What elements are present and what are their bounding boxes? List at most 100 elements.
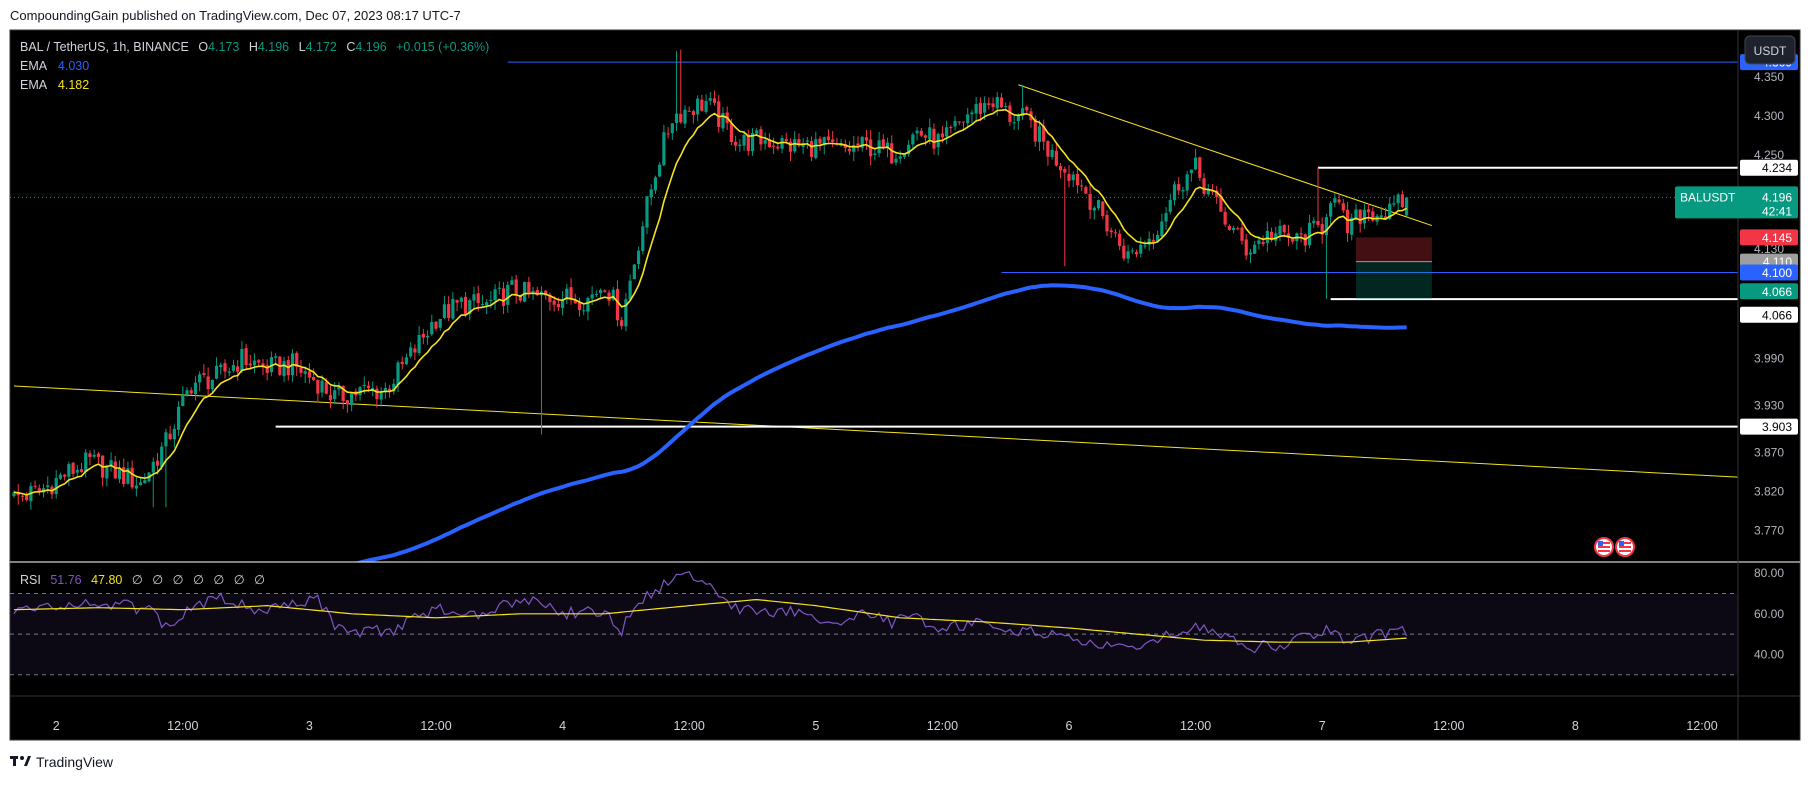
candle-body	[214, 365, 219, 379]
candle-body	[881, 139, 885, 148]
time-axis[interactable]: 2 12:00 3 12:00 4 12:00 5 12:00 6 12:00 7 12:00 8 12:…	[53, 719, 1718, 733]
rsi-legend-na: ∅	[213, 573, 224, 587]
candle-body	[202, 373, 206, 375]
candle-body	[1329, 203, 1333, 217]
candle-body	[1388, 203, 1392, 219]
candle-body	[451, 298, 455, 319]
ema-fast-layer	[13, 108, 1407, 496]
time-axis-label: 4	[559, 719, 566, 733]
candle-body	[620, 320, 624, 327]
rsi-layer	[10, 570, 1738, 676]
candle-body	[25, 495, 29, 501]
candle-body	[143, 480, 147, 484]
candle-body	[328, 395, 333, 400]
candle-body	[463, 296, 468, 315]
price-scale-label: 3.990	[1754, 352, 1784, 366]
time-axis-label: 12:00	[420, 719, 451, 733]
candle-body	[1282, 225, 1286, 233]
rsi-axis[interactable]: 80.00 60.00 40.00	[1754, 566, 1784, 661]
economic-events[interactable]	[1594, 537, 1635, 557]
candle-body	[780, 138, 784, 149]
currency-button[interactable]: USDT	[1744, 35, 1796, 65]
candle-body	[1113, 232, 1118, 234]
candle-body	[160, 446, 164, 467]
candle-body	[476, 293, 480, 304]
candle-body	[1371, 211, 1375, 221]
candle-body	[1337, 199, 1341, 203]
candle-body	[1088, 194, 1092, 210]
candle-body	[139, 482, 143, 486]
candle-body	[337, 385, 341, 390]
rsi-scale-label: 60.00	[1754, 607, 1784, 621]
footer-brand[interactable]: TradingView	[10, 754, 114, 770]
position-stop-zone	[1355, 237, 1432, 262]
candle-body	[734, 141, 738, 146]
rsi-legend-na: ∅	[173, 573, 184, 587]
time-axis-label: 5	[812, 719, 819, 733]
candle-body	[181, 395, 185, 406]
legend-symbol[interactable]: BAL / TetherUS, 1h, BINANCE O4.173 H4.19…	[20, 40, 489, 54]
candle-body	[33, 485, 37, 487]
currency-button-bg[interactable]	[1744, 35, 1796, 65]
candle-body	[1177, 183, 1181, 191]
rsi-legend-na: ∅	[152, 573, 163, 587]
us-flag-icon[interactable]	[1615, 537, 1635, 557]
candle-body	[949, 126, 953, 128]
candle-body	[1181, 190, 1185, 192]
currency-button-label[interactable]: USDT	[1754, 44, 1787, 58]
candle-body	[957, 121, 961, 123]
time-axis-label: 12:00	[1433, 719, 1464, 733]
candle-body	[244, 348, 248, 365]
candle-body	[1358, 209, 1362, 224]
candle-body	[1396, 194, 1400, 204]
candle-body	[864, 137, 869, 141]
candle-body	[687, 110, 691, 112]
candle-body	[12, 492, 16, 497]
rsi-legend-ma-value: 47.80	[91, 573, 122, 587]
candle-body	[442, 304, 447, 318]
candle-body	[1248, 252, 1253, 255]
candle-body	[299, 367, 303, 373]
candle-body	[940, 133, 944, 138]
candle-body	[1253, 244, 1257, 254]
candle-body	[20, 495, 25, 497]
candle-body	[573, 299, 577, 304]
candle-body	[109, 460, 113, 466]
candle-body	[991, 103, 995, 108]
last-price-tag-bg	[1675, 186, 1798, 219]
candle-body	[1320, 224, 1324, 235]
price-badge-text-level-4066-white: 4.066	[1762, 308, 1792, 322]
candle-body	[358, 387, 362, 396]
price-badges: 4.3694.2344.1824.1454.1104.1004.0664.066…	[1675, 54, 1798, 435]
rsi-ma-line	[13, 598, 1407, 643]
candle-body	[67, 464, 71, 477]
candle-body	[1033, 119, 1037, 142]
candle-body	[1189, 169, 1193, 174]
candle-body	[1046, 141, 1050, 157]
candle-body	[240, 348, 244, 371]
candle-body	[945, 127, 949, 137]
candle-body	[168, 433, 172, 440]
candle-body	[480, 304, 485, 306]
candle-body	[548, 294, 552, 303]
candle-body	[1240, 227, 1244, 241]
time-axis-label: 12:00	[927, 719, 958, 733]
candle-body	[274, 356, 278, 358]
candle-body	[400, 361, 404, 365]
us-flag-icon[interactable]	[1594, 537, 1614, 557]
candle-body	[590, 294, 594, 299]
last-price-value: 4.196	[1762, 190, 1792, 204]
candle-body	[873, 153, 877, 156]
candle-body	[409, 347, 413, 357]
rsi-legend[interactable]: RSI 51.76 47.80 ∅ ∅ ∅ ∅ ∅ ∅ ∅	[20, 573, 265, 587]
legend-ema-slow[interactable]: EMA 4.030	[20, 59, 89, 73]
footer-brand-text[interactable]: TradingView	[36, 754, 114, 770]
legend-ema-fast[interactable]: EMA 4.182	[20, 78, 89, 92]
price-badge-text-level-4234: 4.234	[1762, 161, 1792, 175]
candle-body	[594, 293, 598, 295]
candle-body	[1105, 214, 1109, 232]
candle-body	[898, 156, 902, 159]
candle-body	[493, 289, 497, 301]
candle-body	[88, 453, 92, 457]
candle-body	[809, 141, 814, 157]
